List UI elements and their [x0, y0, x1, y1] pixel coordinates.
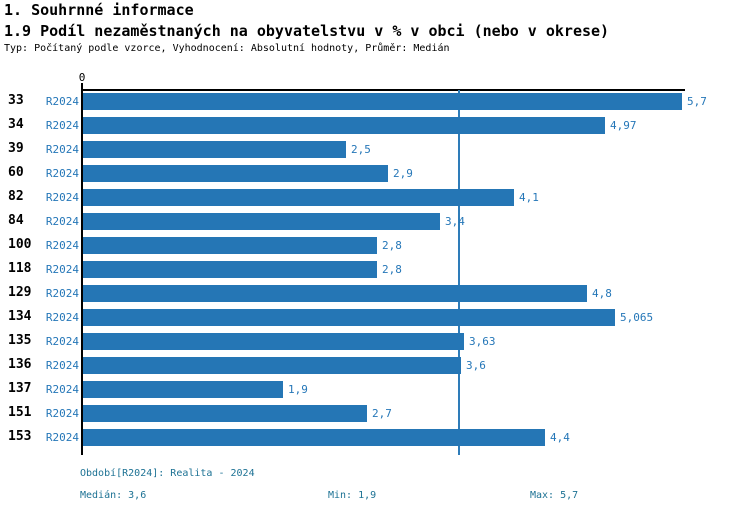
bar — [83, 285, 587, 302]
bar-value-label: 3,63 — [469, 335, 496, 348]
report-section-title: 1. Souhrnné informace — [4, 1, 194, 19]
row-series-label: R2024 — [45, 215, 79, 228]
row-series-label: R2024 — [45, 119, 79, 132]
row-series-label: R2024 — [45, 143, 79, 156]
bar-value-label: 2,8 — [382, 263, 402, 276]
row-category-label: 100 — [8, 237, 32, 252]
bar-value-label: 2,7 — [372, 407, 392, 420]
bar-value-label: 1,9 — [288, 383, 308, 396]
bar-value-label: 2,5 — [351, 143, 371, 156]
bar — [83, 405, 367, 422]
row-category-label: 134 — [8, 309, 32, 324]
median-stat: Medián: 3,6 — [80, 490, 147, 501]
bar — [83, 381, 283, 398]
bar-value-label: 4,8 — [592, 287, 612, 300]
row-category-label: 151 — [8, 405, 32, 420]
bar — [83, 357, 461, 374]
row-series-label: R2024 — [45, 431, 79, 444]
row-category-label: 60 — [8, 165, 24, 180]
bar — [83, 141, 346, 158]
bar — [83, 237, 377, 254]
row-series-label: R2024 — [45, 359, 79, 372]
row-category-label: 136 — [8, 357, 32, 372]
row-category-label: 84 — [8, 213, 24, 228]
bar — [83, 93, 682, 110]
chart-title: 1.9 Podíl nezaměstnaných na obyvatelstvu… — [4, 22, 610, 40]
row-series-label: R2024 — [45, 383, 79, 396]
row-category-label: 129 — [8, 285, 32, 300]
x-axis-line — [81, 89, 685, 91]
row-series-label: R2024 — [45, 191, 79, 204]
y-axis-line — [81, 83, 83, 455]
bar-value-label: 4,4 — [550, 431, 570, 444]
row-series-label: R2024 — [45, 287, 79, 300]
bar-value-label: 2,9 — [393, 167, 413, 180]
chart-meta-info: Typ: Počítaný podle vzorce, Vyhodnocení:… — [4, 43, 450, 54]
bar-value-label: 2,8 — [382, 239, 402, 252]
period-label: Období[R2024]: Realita - 2024 — [80, 468, 255, 479]
median-line — [458, 90, 460, 455]
bar-value-label: 3,4 — [445, 215, 465, 228]
row-series-label: R2024 — [45, 311, 79, 324]
row-category-label: 153 — [8, 429, 32, 444]
bar — [83, 309, 615, 326]
row-series-label: R2024 — [45, 239, 79, 252]
row-category-label: 82 — [8, 189, 24, 204]
bar — [83, 333, 464, 350]
row-series-label: R2024 — [45, 263, 79, 276]
bar — [83, 429, 545, 446]
row-series-label: R2024 — [45, 95, 79, 108]
max-stat: Max: 5,7 — [530, 490, 579, 501]
bar-value-label: 4,97 — [610, 119, 637, 132]
row-category-label: 137 — [8, 381, 32, 396]
x-axis-zero-label: 0 — [78, 71, 86, 84]
row-category-label: 33 — [8, 93, 24, 108]
bar-value-label: 5,065 — [620, 311, 654, 324]
bar — [83, 213, 440, 230]
bar-value-label: 4,1 — [519, 191, 539, 204]
min-stat: Min: 1,9 — [328, 490, 377, 501]
bar — [83, 261, 377, 278]
bar — [83, 165, 388, 182]
row-series-label: R2024 — [45, 407, 79, 420]
row-category-label: 118 — [8, 261, 32, 276]
row-series-label: R2024 — [45, 335, 79, 348]
bar-value-label: 3,6 — [466, 359, 486, 372]
row-category-label: 135 — [8, 333, 32, 348]
bar-value-label: 5,7 — [687, 95, 707, 108]
bar — [83, 189, 514, 206]
row-series-label: R2024 — [45, 167, 79, 180]
row-category-label: 34 — [8, 117, 24, 132]
bar — [83, 117, 605, 134]
row-category-label: 39 — [8, 141, 24, 156]
